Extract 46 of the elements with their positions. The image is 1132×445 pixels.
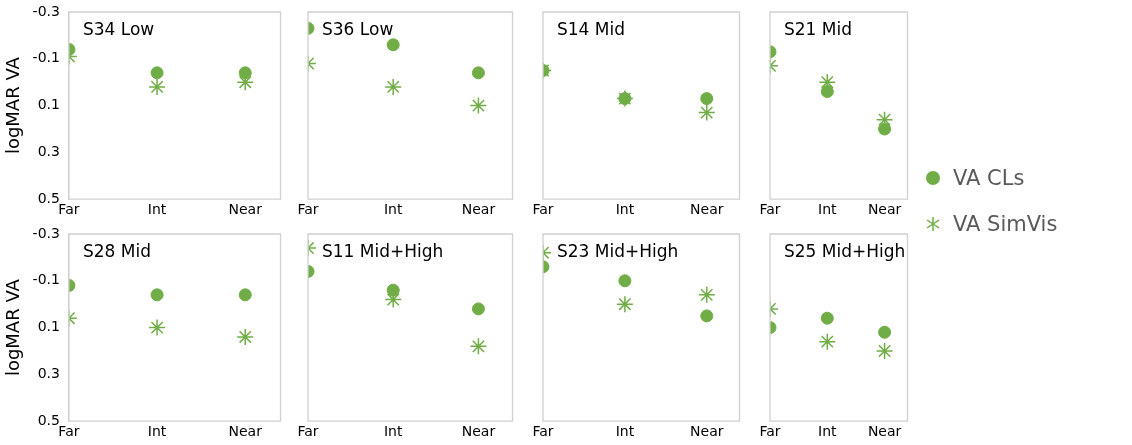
x-tick-label: Far [759, 201, 781, 218]
chart-title: S25 Mid+High [784, 240, 906, 261]
x-tick-label: Near [461, 201, 496, 218]
y-axis-title: logMAR VA [2, 56, 24, 155]
y-axis-title: logMAR VA [2, 278, 24, 377]
y-tick-label: 0.5 [37, 189, 60, 206]
x-tick-label: Int [818, 201, 838, 218]
legend-label: VA CLs [953, 166, 1025, 190]
y-tick-label: 0.3 [37, 365, 60, 382]
x-tick-label: Near [228, 423, 263, 440]
x-tick-label: Far [532, 201, 554, 218]
x-tick-label: Near [690, 201, 724, 218]
chart-title: S11 Mid+High [322, 240, 444, 261]
x-tick-label: Far [297, 423, 319, 440]
y-tick-label: -0.3 [32, 2, 60, 19]
x-tick-label: Far [532, 423, 554, 440]
y-tick-label: 0.5 [37, 411, 60, 428]
x-tick-label: Int [147, 201, 167, 218]
y-tick-label: -0.1 [32, 271, 60, 288]
x-tick-label: Int [818, 423, 838, 440]
x-tick-label: Far [759, 423, 781, 440]
x-tick-label: Int [615, 423, 635, 440]
x-tick-label: Far [297, 201, 319, 218]
y-tick-label: -0.1 [32, 49, 60, 66]
x-tick-label: Near [228, 201, 263, 218]
x-tick-label: Far [58, 423, 80, 440]
y-tick-label: -0.3 [32, 224, 60, 241]
legend-label: VA SimVis [953, 212, 1058, 236]
chart-title: S28 Mid [82, 240, 151, 261]
x-tick-label: Near [690, 423, 724, 440]
chart-title: S21 Mid [784, 18, 853, 39]
x-tick-label: Int [147, 423, 167, 440]
x-tick-label: Int [615, 201, 635, 218]
y-tick-label: 0.1 [37, 96, 60, 113]
x-tick-label: Int [383, 423, 403, 440]
y-tick-label: 0.3 [37, 143, 60, 160]
x-tick-label: Int [383, 201, 403, 218]
chart-title: S34 Low [82, 18, 155, 39]
chart-title: S36 Low [322, 18, 394, 39]
chart-title: S23 Mid+High [557, 240, 679, 261]
y-tick-label: 0.1 [37, 318, 60, 335]
chart-title: S14 Mid [557, 18, 626, 39]
x-tick-label: Far [58, 201, 80, 218]
x-tick-label: Near [461, 423, 496, 440]
x-tick-label: Near [867, 423, 902, 440]
x-tick-label: Near [867, 201, 902, 218]
